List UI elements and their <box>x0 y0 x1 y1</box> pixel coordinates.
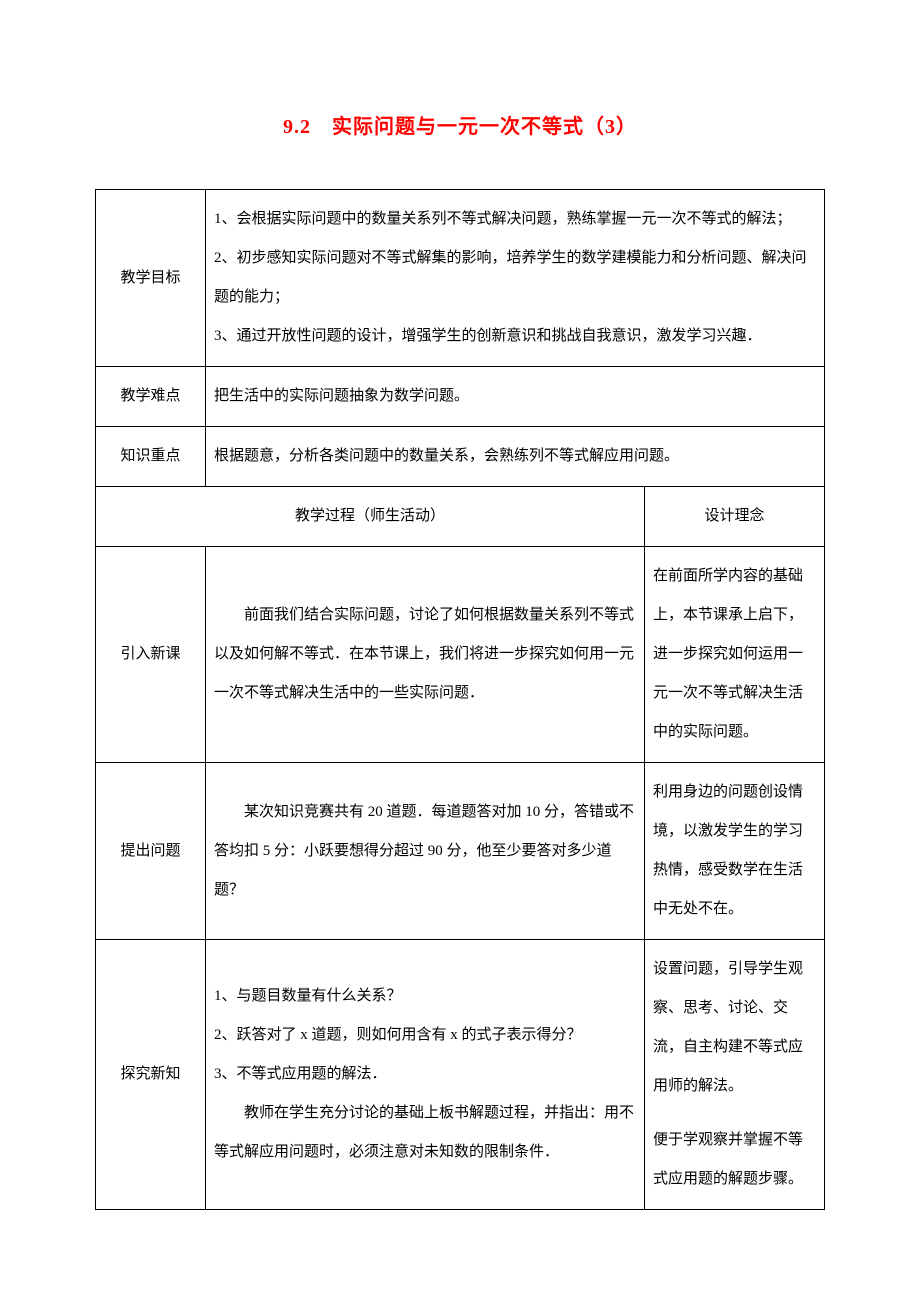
table-row: 知识重点 根据题意，分析各类问题中的数量关系，会熟练列不等式解应用问题。 <box>96 427 825 487</box>
explore-line-1: 1、与题目数量有什么关系？ <box>214 977 636 1016</box>
explore-line-2: 2、跃答对了 x 道题，则如何用含有 x 的式子表示得分？ <box>214 1016 636 1055</box>
explore-activity: 1、与题目数量有什么关系？ 2、跃答对了 x 道题，则如何用含有 x 的式子表示… <box>206 940 645 1210</box>
objective-line-2: 2、初步感知实际问题对不等式解集的影响，培养学生的数学建模能力和分析问题、解决问… <box>214 239 816 317</box>
explore-rationale-p1: 设置问题，引导学生观察、思考、讨论、交流，自主构建不等式应用师的解法。 <box>653 950 816 1106</box>
explore-label: 探究新知 <box>96 940 206 1210</box>
table-row: 教学目标 1、会根据实际问题中的数量关系列不等式解决问题，熟练掌握一元一次不等式… <box>96 190 825 367</box>
propose-activity-text: 某次知识竞赛共有 20 道题．每道题答对加 10 分，答错或不答均扣 5 分：小… <box>214 793 636 910</box>
propose-activity: 某次知识竞赛共有 20 道题．每道题答对加 10 分，答错或不答均扣 5 分：小… <box>206 763 645 940</box>
table-row: 探究新知 1、与题目数量有什么关系？ 2、跃答对了 x 道题，则如何用含有 x … <box>96 940 825 1210</box>
objective-line-3: 3、通过开放性问题的设计，增强学生的创新意识和挑战自我意识，激发学习兴趣． <box>214 317 816 356</box>
explore-rationale: 设置问题，引导学生观察、思考、讨论、交流，自主构建不等式应用师的解法。 便于学观… <box>644 940 824 1210</box>
table-row: 教学难点 把生活中的实际问题抽象为数学问题。 <box>96 367 825 427</box>
difficulty-content: 把生活中的实际问题抽象为数学问题。 <box>206 367 825 427</box>
table-row: 教学过程（师生活动） 设计理念 <box>96 487 825 547</box>
table-row: 提出问题 某次知识竞赛共有 20 道题．每道题答对加 10 分，答错或不答均扣 … <box>96 763 825 940</box>
page-title: 9.2 实际问题与一元一次不等式（3） <box>95 110 825 139</box>
lesson-plan-table: 教学目标 1、会根据实际问题中的数量关系列不等式解决问题，熟练掌握一元一次不等式… <box>95 189 825 1210</box>
rationale-header: 设计理念 <box>644 487 824 547</box>
process-header: 教学过程（师生活动） <box>96 487 645 547</box>
difficulty-label: 教学难点 <box>96 367 206 427</box>
keypoint-label: 知识重点 <box>96 427 206 487</box>
spacer <box>653 1106 816 1121</box>
introduce-label: 引入新课 <box>96 547 206 763</box>
introduce-activity: 前面我们结合实际问题，讨论了如何根据数量关系列不等式以及如何解不等式．在本节课上… <box>206 547 645 763</box>
explore-line-4: 教师在学生充分讨论的基础上板书解题过程，并指出：用不等式解应用问题时，必须注意对… <box>214 1094 636 1172</box>
explore-line-3: 3、不等式应用题的解法． <box>214 1055 636 1094</box>
keypoint-content: 根据题意，分析各类问题中的数量关系，会熟练列不等式解应用问题。 <box>206 427 825 487</box>
objective-label: 教学目标 <box>96 190 206 367</box>
objective-line-1: 1、会根据实际问题中的数量关系列不等式解决问题，熟练掌握一元一次不等式的解法； <box>214 200 816 239</box>
introduce-rationale: 在前面所学内容的基础上，本节课承上启下，进一步探究如何运用一元一次不等式解决生活… <box>644 547 824 763</box>
table-row: 引入新课 前面我们结合实际问题，讨论了如何根据数量关系列不等式以及如何解不等式．… <box>96 547 825 763</box>
propose-rationale: 利用身边的问题创设情境，以激发学生的学习热情，感受数学在生活中无处不在。 <box>644 763 824 940</box>
propose-label: 提出问题 <box>96 763 206 940</box>
explore-rationale-p2: 便于学观察并掌握不等式应用题的解题步骤。 <box>653 1121 816 1199</box>
document-page: 9.2 实际问题与一元一次不等式（3） 教学目标 1、会根据实际问题中的数量关系… <box>0 0 920 1302</box>
introduce-activity-text: 前面我们结合实际问题，讨论了如何根据数量关系列不等式以及如何解不等式．在本节课上… <box>214 596 636 713</box>
objective-content: 1、会根据实际问题中的数量关系列不等式解决问题，熟练掌握一元一次不等式的解法； … <box>206 190 825 367</box>
